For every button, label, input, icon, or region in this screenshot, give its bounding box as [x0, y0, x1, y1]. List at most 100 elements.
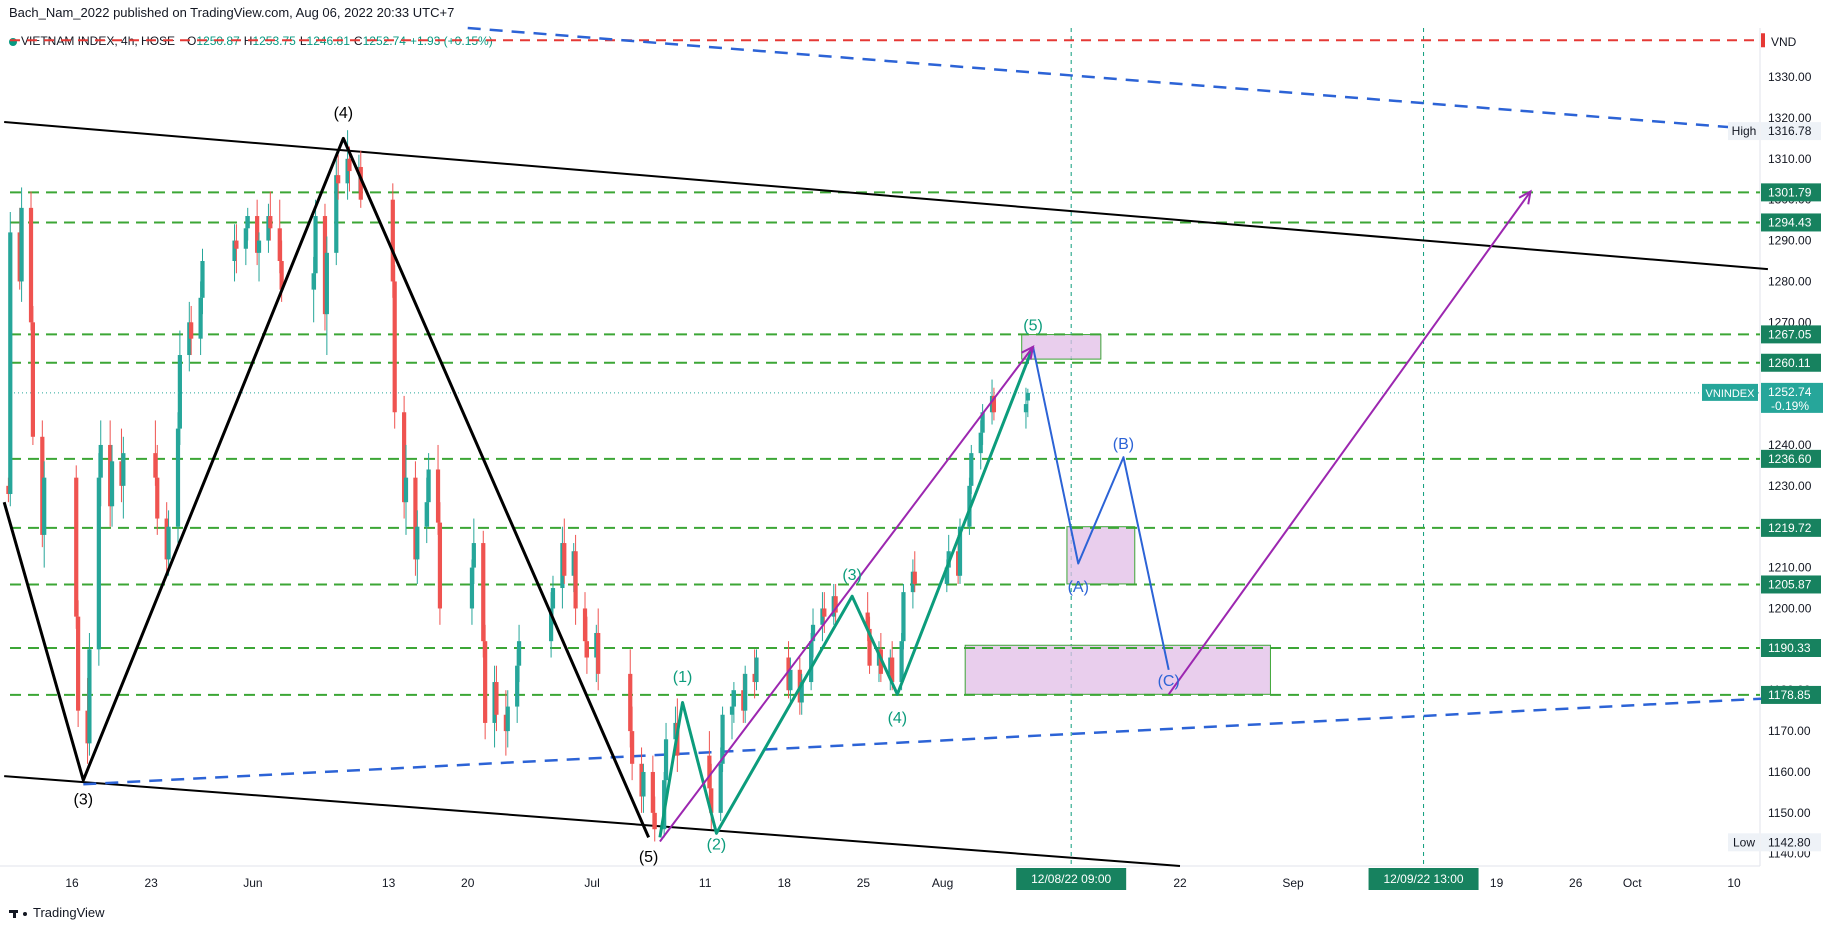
candle-body[interactable]	[155, 477, 160, 519]
price-level-tag[interactable]	[1761, 518, 1821, 537]
candle-body[interactable]	[424, 502, 429, 527]
candle-body[interactable]	[234, 240, 239, 249]
minor-wave-path[interactable]	[658, 346, 1035, 838]
candle-body[interactable]	[505, 706, 510, 732]
candle-body[interactable]	[413, 477, 418, 560]
candle-body[interactable]	[334, 175, 339, 253]
candle-body[interactable]	[109, 461, 115, 507]
correction-path[interactable]	[1032, 346, 1170, 670]
candle-body[interactable]	[481, 543, 486, 642]
candle-body[interactable]	[76, 616, 81, 711]
candle-body[interactable]	[833, 596, 838, 613]
price-level-tag[interactable]	[1761, 353, 1821, 372]
target-zone[interactable]	[964, 644, 1271, 695]
candle-body[interactable]	[324, 252, 329, 315]
candle-body[interactable]	[630, 731, 635, 764]
price-level-tag[interactable]	[1761, 449, 1821, 468]
candle-body[interactable]	[245, 216, 250, 229]
candle-body[interactable]	[865, 612, 870, 629]
price-level-tag[interactable]	[1761, 685, 1821, 704]
candle-body[interactable]	[189, 322, 194, 339]
candle-body[interactable]	[562, 543, 567, 576]
candle-body[interactable]	[810, 624, 816, 642]
dashed-trend-line[interactable]	[83, 697, 1768, 786]
candle-body[interactable]	[277, 228, 282, 262]
candle-body[interactable]	[87, 649, 92, 744]
candle-body[interactable]	[969, 453, 974, 486]
candle-body[interactable]	[471, 543, 476, 568]
candle-body[interactable]	[243, 228, 248, 249]
candle-body[interactable]	[483, 641, 488, 723]
candle-body[interactable]	[347, 158, 352, 172]
candle-body[interactable]	[121, 453, 126, 486]
candle-body[interactable]	[96, 477, 101, 650]
candle-body[interactable]	[628, 673, 633, 732]
price-level-tag[interactable]	[1761, 183, 1821, 202]
price-level-tag[interactable]	[1761, 575, 1821, 594]
candle-body[interactable]	[402, 412, 407, 503]
candle-body[interactable]	[415, 526, 420, 560]
primary-wave-path[interactable]	[2, 136, 650, 838]
channel-line[interactable]	[4, 121, 1769, 271]
candle-body[interactable]	[200, 261, 205, 298]
candle-body[interactable]	[177, 355, 182, 429]
candle-body[interactable]	[390, 199, 395, 282]
candle-body[interactable]	[30, 322, 35, 437]
candle-body[interactable]	[392, 281, 397, 413]
candle-body[interactable]	[311, 273, 316, 290]
candle-body[interactable]	[232, 240, 237, 262]
candle-body[interactable]	[729, 706, 735, 715]
candle-body[interactable]	[336, 175, 341, 184]
channel-line[interactable]	[4, 775, 1181, 867]
candle-body[interactable]	[652, 812, 657, 830]
candle-body[interactable]	[469, 567, 475, 609]
candle-body[interactable]	[358, 166, 363, 200]
candle-body[interactable]	[166, 526, 171, 560]
candle-body[interactable]	[788, 669, 793, 691]
candle-body[interactable]	[198, 297, 203, 339]
price-level-tag[interactable]	[1761, 325, 1821, 344]
candle-body[interactable]	[890, 657, 895, 683]
candle-body[interactable]	[515, 665, 520, 707]
candle-body[interactable]	[437, 522, 443, 609]
candle-body[interactable]	[74, 477, 79, 617]
candle-body[interactable]	[279, 261, 284, 290]
candle-body[interactable]	[978, 432, 983, 454]
candle-body[interactable]	[573, 551, 578, 609]
candle-body[interactable]	[42, 477, 47, 535]
candle-body[interactable]	[709, 788, 714, 813]
candle-body[interactable]	[403, 477, 409, 503]
candle-body[interactable]	[901, 592, 906, 642]
candle-body[interactable]	[799, 682, 804, 703]
price-level-tag[interactable]	[1761, 213, 1821, 232]
candle-body[interactable]	[980, 412, 985, 433]
candle-body[interactable]	[548, 608, 554, 642]
candle-body[interactable]	[754, 657, 759, 683]
candle-body[interactable]	[641, 771, 646, 797]
time-tag[interactable]	[1368, 868, 1479, 890]
candle-body[interactable]	[718, 763, 723, 813]
candle-body[interactable]	[268, 216, 273, 229]
candle-body[interactable]	[313, 216, 318, 274]
candle-body[interactable]	[255, 216, 260, 253]
candle-body[interactable]	[28, 207, 34, 323]
candle-body[interactable]	[256, 240, 262, 253]
candle-body[interactable]	[991, 395, 997, 413]
last-price-symbol-bg[interactable]	[1702, 383, 1758, 401]
candle-body[interactable]	[19, 207, 24, 282]
candle-body[interactable]	[1023, 404, 1029, 413]
projection-arrow[interactable]	[659, 346, 1034, 843]
candle-body[interactable]	[743, 673, 748, 711]
candle-body[interactable]	[435, 469, 441, 523]
candle-body[interactable]	[98, 444, 103, 478]
candle-body[interactable]	[494, 682, 499, 715]
candle-body[interactable]	[584, 641, 589, 658]
candle-body[interactable]	[822, 608, 827, 617]
candle-body[interactable]	[663, 739, 669, 781]
candle-body[interactable]	[1025, 392, 1030, 401]
candle-body[interactable]	[8, 232, 13, 495]
candle-body[interactable]	[582, 608, 588, 642]
time-tag[interactable]	[1016, 868, 1127, 890]
candle-body[interactable]	[153, 453, 158, 478]
